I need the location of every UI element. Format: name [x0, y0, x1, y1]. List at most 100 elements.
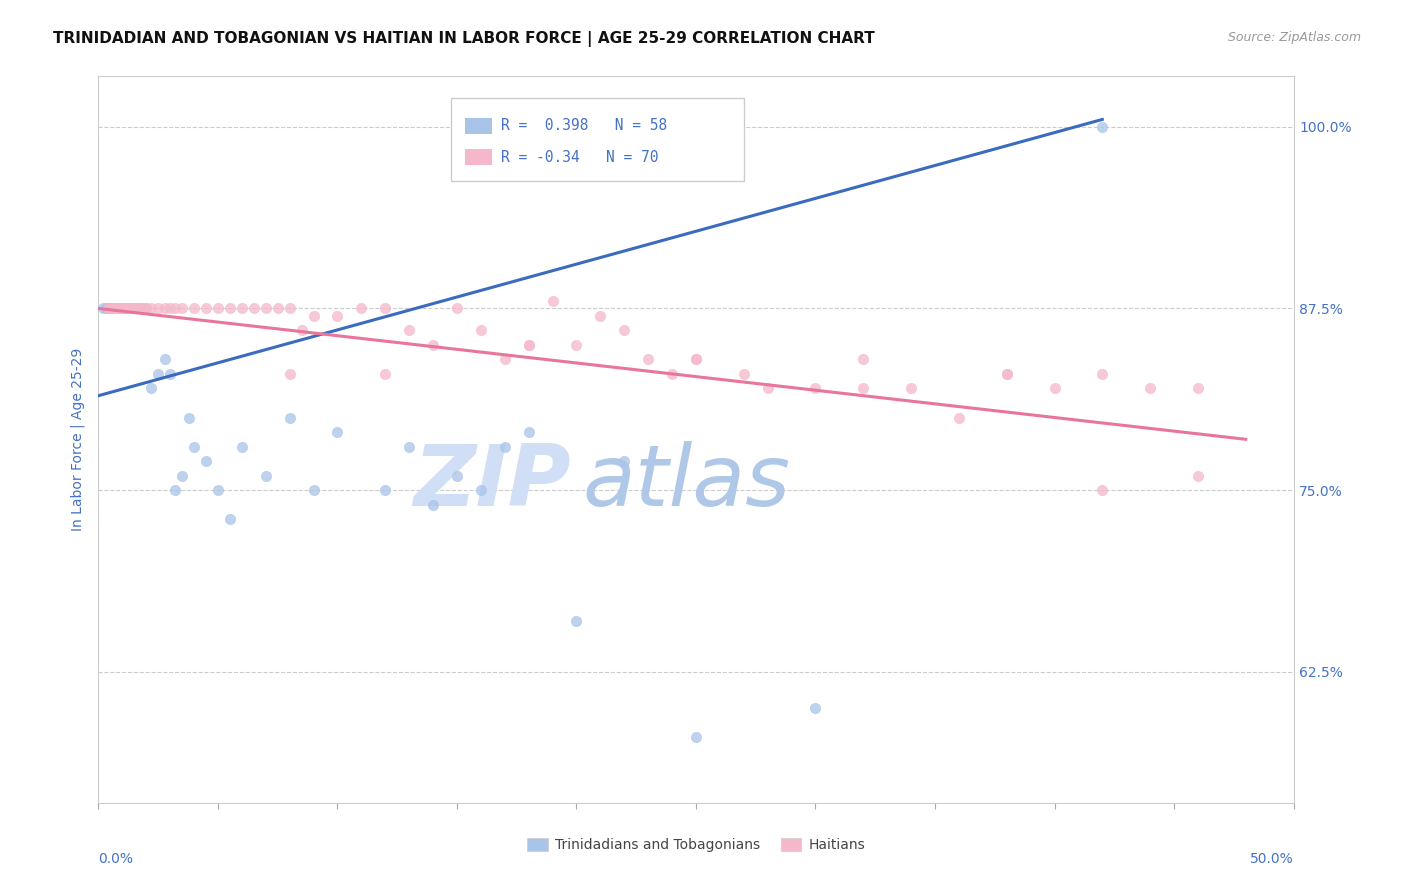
Point: [326, 309, 349, 323]
Point: [104, 301, 127, 316]
Point: [111, 301, 134, 316]
Point: [125, 301, 148, 316]
Point: [517, 425, 540, 439]
Point: [111, 301, 134, 316]
Point: [1139, 381, 1161, 395]
Point: [517, 338, 540, 352]
Point: [139, 301, 162, 316]
Point: [101, 301, 124, 316]
Point: [111, 301, 134, 316]
Point: [733, 367, 755, 381]
Point: [685, 352, 707, 367]
Point: [114, 301, 136, 316]
Point: [148, 301, 170, 316]
Point: [565, 614, 588, 628]
Point: [101, 301, 124, 316]
Point: [124, 301, 146, 316]
Point: [97, 301, 120, 316]
Point: [637, 352, 659, 367]
Point: [1091, 120, 1114, 134]
Text: 50.0%: 50.0%: [1250, 852, 1294, 866]
Point: [207, 483, 229, 498]
Point: [1043, 381, 1066, 395]
Point: [128, 301, 150, 316]
Point: [125, 301, 148, 316]
Point: [326, 425, 349, 439]
Point: [350, 301, 373, 316]
Point: [107, 301, 129, 316]
Point: [111, 301, 134, 316]
Point: [195, 454, 218, 468]
Text: R =  0.398   N = 58: R = 0.398 N = 58: [501, 119, 668, 134]
Point: [163, 483, 186, 498]
Point: [231, 440, 253, 454]
Point: [115, 301, 138, 316]
Point: [139, 381, 162, 395]
Bar: [465, 149, 492, 165]
Point: [685, 352, 707, 367]
Point: [108, 301, 131, 316]
Point: [422, 338, 444, 352]
Point: [107, 301, 129, 316]
Point: [278, 367, 301, 381]
Point: [517, 338, 540, 352]
Point: [470, 323, 492, 337]
Point: [948, 410, 970, 425]
Point: [446, 301, 468, 316]
Point: [302, 483, 325, 498]
Bar: [465, 118, 492, 134]
Point: [104, 301, 127, 316]
Point: [114, 301, 136, 316]
Point: [374, 301, 396, 316]
Point: [131, 301, 153, 316]
Point: [172, 301, 194, 316]
Text: ZIP: ZIP: [413, 442, 571, 524]
Point: [195, 301, 218, 316]
Point: [804, 701, 827, 715]
Point: [98, 301, 122, 316]
Point: [111, 301, 134, 316]
Point: [374, 367, 396, 381]
Point: [852, 352, 875, 367]
Point: [291, 323, 314, 337]
Point: [685, 731, 707, 745]
Point: [565, 338, 588, 352]
Point: [278, 410, 301, 425]
Point: [541, 294, 564, 309]
Point: [398, 323, 420, 337]
Point: [207, 301, 229, 316]
Point: [267, 301, 290, 316]
Point: [155, 352, 177, 367]
Text: atlas: atlas: [582, 442, 790, 524]
Point: [97, 301, 120, 316]
Point: [101, 301, 124, 316]
Point: [108, 301, 131, 316]
Point: [118, 301, 141, 316]
Point: [852, 381, 875, 395]
Point: [159, 301, 181, 316]
Point: [135, 301, 157, 316]
Point: [148, 367, 170, 381]
Point: [756, 381, 779, 395]
Point: [1091, 367, 1114, 381]
Y-axis label: In Labor Force | Age 25-29: In Labor Force | Age 25-29: [70, 348, 86, 531]
Point: [470, 483, 492, 498]
Point: [114, 301, 136, 316]
Point: [159, 367, 181, 381]
Text: TRINIDADIAN AND TOBAGONIAN VS HAITIAN IN LABOR FORCE | AGE 25-29 CORRELATION CHA: TRINIDADIAN AND TOBAGONIAN VS HAITIAN IN…: [53, 31, 875, 47]
Point: [155, 301, 177, 316]
Point: [94, 301, 117, 316]
Point: [98, 301, 122, 316]
Point: [1091, 483, 1114, 498]
Point: [278, 301, 301, 316]
Point: [118, 301, 141, 316]
Text: 0.0%: 0.0%: [98, 852, 134, 866]
Point: [231, 301, 253, 316]
Point: [422, 498, 444, 512]
Point: [108, 301, 131, 316]
Point: [107, 301, 129, 316]
Point: [995, 367, 1018, 381]
Point: [121, 301, 143, 316]
Point: [254, 468, 277, 483]
Text: R = -0.34   N = 70: R = -0.34 N = 70: [501, 150, 658, 165]
